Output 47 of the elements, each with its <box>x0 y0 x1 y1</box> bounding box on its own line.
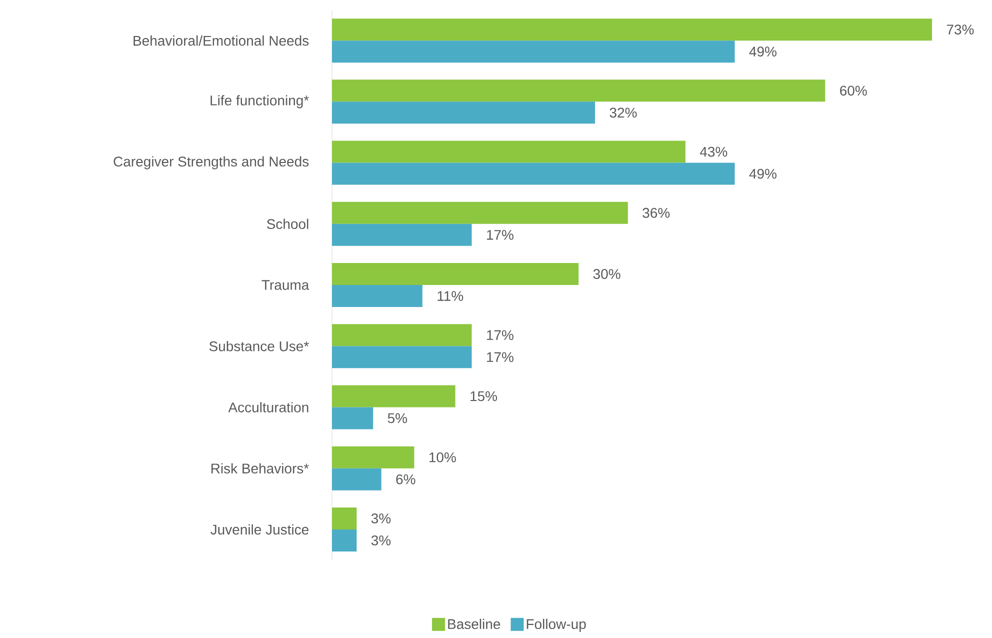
bar <box>332 507 357 530</box>
y-tick-label: Risk Behaviors* <box>211 463 309 474</box>
bar <box>332 18 932 41</box>
y-tick-label: Juvenile Justice <box>210 524 308 535</box>
data-label: 5% <box>388 413 408 424</box>
bar <box>332 529 357 552</box>
bar <box>332 224 472 246</box>
bar <box>332 202 628 224</box>
data-label: 36% <box>642 208 670 218</box>
legend-label: Follow-up <box>526 618 586 632</box>
bar <box>332 80 826 102</box>
bar <box>332 102 596 124</box>
data-label: 10% <box>429 452 456 462</box>
bar <box>332 162 735 185</box>
data-label: 17% <box>486 230 514 240</box>
data-label: 60% <box>840 86 867 96</box>
legend-label: Baseline <box>448 618 500 630</box>
data-label: 32% <box>610 108 637 118</box>
bar <box>332 40 735 63</box>
bar <box>332 324 472 346</box>
data-label: 49% <box>749 46 776 57</box>
y-tick-label: Acculturation <box>228 402 308 412</box>
bar <box>332 346 472 368</box>
data-label: 49% <box>749 168 776 179</box>
data-label: 17% <box>486 330 514 340</box>
y-tick-label: Caregiver Strengths and Needs <box>114 156 309 170</box>
y-tick-label: Substance Use* <box>209 340 309 352</box>
y-tick-label: School <box>266 218 308 230</box>
bar <box>332 407 374 430</box>
bar <box>332 263 579 286</box>
data-label: 11% <box>438 291 464 301</box>
data-label: 15% <box>470 391 498 402</box>
data-label: 43% <box>700 146 728 157</box>
bar <box>332 140 686 163</box>
data-label: 3% <box>371 535 391 546</box>
bar <box>332 285 422 308</box>
data-label: 30% <box>593 269 620 279</box>
y-tick-label: Behavioral/Emotional Needs <box>134 35 309 46</box>
data-label: 17% <box>486 352 514 362</box>
bar <box>332 385 456 408</box>
data-label: 3% <box>371 513 391 524</box>
y-tick-label: Trauma <box>262 280 310 290</box>
data-label: 73% <box>946 24 974 35</box>
data-label: 6% <box>396 474 416 484</box>
y-tick-label: Life functioning* <box>210 95 309 108</box>
bar <box>332 446 414 468</box>
bar <box>332 468 382 490</box>
